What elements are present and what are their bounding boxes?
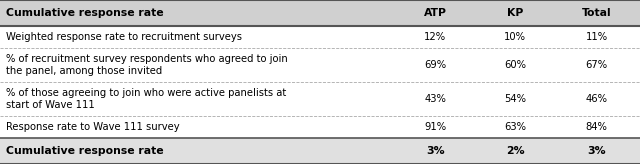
Text: 63%: 63% <box>504 122 526 132</box>
Text: 46%: 46% <box>586 94 608 104</box>
Bar <box>0 116 640 138</box>
Text: % of recruitment survey respondents who agreed to join
the panel, among those in: % of recruitment survey respondents who … <box>6 54 288 76</box>
Text: 91%: 91% <box>424 122 446 132</box>
Text: 43%: 43% <box>424 94 446 104</box>
Bar <box>0 0 640 26</box>
Text: 60%: 60% <box>504 60 526 70</box>
Text: 67%: 67% <box>586 60 608 70</box>
Bar <box>0 82 640 116</box>
Text: 11%: 11% <box>586 32 608 42</box>
Text: 3%: 3% <box>426 146 445 156</box>
Text: 84%: 84% <box>586 122 608 132</box>
Text: 2%: 2% <box>506 146 525 156</box>
Text: 3%: 3% <box>588 146 606 156</box>
Text: KP: KP <box>507 8 524 18</box>
Bar <box>0 138 640 164</box>
Text: 54%: 54% <box>504 94 526 104</box>
Text: Cumulative response rate: Cumulative response rate <box>6 146 164 156</box>
Text: 12%: 12% <box>424 32 446 42</box>
Text: 10%: 10% <box>504 32 526 42</box>
Text: % of those agreeing to join who were active panelists at
start of Wave 111: % of those agreeing to join who were act… <box>6 88 286 110</box>
Text: 69%: 69% <box>424 60 446 70</box>
Text: Weighted response rate to recruitment surveys: Weighted response rate to recruitment su… <box>6 32 242 42</box>
Text: Cumulative response rate: Cumulative response rate <box>6 8 164 18</box>
Bar <box>0 26 640 48</box>
Text: Response rate to Wave 111 survey: Response rate to Wave 111 survey <box>6 122 180 132</box>
Text: Total: Total <box>582 8 612 18</box>
Text: ATP: ATP <box>424 8 447 18</box>
Bar <box>0 48 640 82</box>
